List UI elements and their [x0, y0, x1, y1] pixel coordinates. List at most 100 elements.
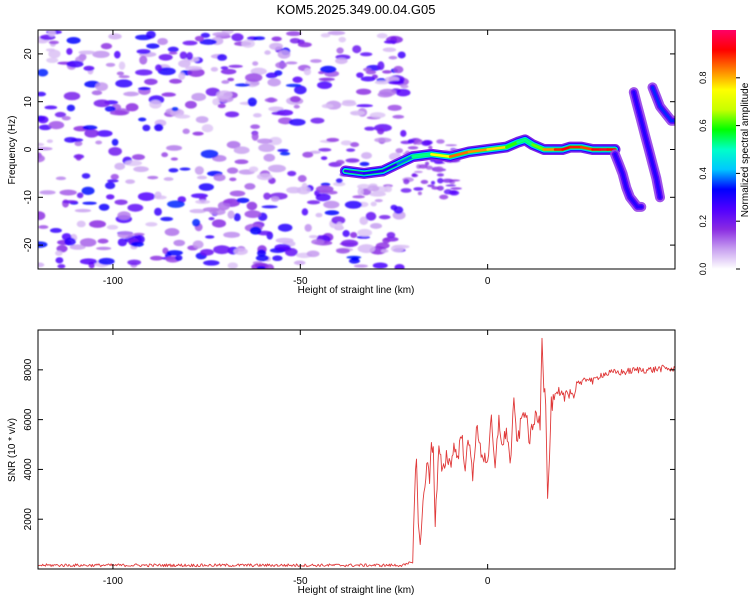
spectrogram-noise-blob [229, 177, 237, 182]
spectrogram-noise-blob [252, 61, 259, 66]
spectrogram-noise-blob [61, 116, 71, 121]
spectrogram-noise-blob [127, 203, 144, 212]
spectrogram-noise-blob [261, 205, 278, 209]
spectrogram-noise-blob [89, 220, 106, 228]
spectrogram-noise-blob [79, 258, 98, 265]
spectrogram-x-tick-label: -100 [103, 276, 123, 287]
spectrogram-noise-blob [306, 250, 320, 258]
spectrogram-noise-blob [192, 131, 204, 136]
spectrogram-noise-blob [263, 153, 276, 162]
spectrogram-ridge-segment [430, 152, 452, 158]
spectrogram-noise-blob [445, 144, 458, 147]
spectrogram-noise-blob [38, 124, 52, 131]
spectrogram-noise-blob [216, 90, 233, 100]
spectrogram-noise-blob [274, 243, 291, 251]
spectrogram-noise-blob [318, 147, 332, 152]
spectrogram-noise-blob [166, 250, 183, 256]
spectrogram-noise-blob [110, 173, 119, 180]
spectrogram-noise-blob [38, 115, 49, 124]
spectrogram-noise-blob [202, 207, 220, 212]
spectrogram-noise-blob [93, 99, 111, 108]
spectrogram-noise-blob [395, 148, 404, 154]
spectrogram-noise-blob [390, 204, 398, 211]
spectrogram-noise-blob [430, 180, 436, 185]
spectrogram-tail [613, 152, 643, 209]
spectrogram-noise-blob [173, 239, 186, 247]
spectrogram-noise-blob [268, 106, 284, 112]
spectrogram-noise-blob [285, 83, 302, 88]
spectrogram-noise-blob [223, 200, 234, 204]
spectrogram-noise-blob [217, 103, 226, 109]
spectrogram-noise-blob [91, 90, 103, 96]
spectrogram-noise-blob [306, 200, 321, 205]
spectrogram-noise-blob [297, 175, 307, 183]
spectrogram-noise-blob [75, 154, 82, 161]
spectrogram-noise-blob [335, 221, 343, 230]
colorbar-tick-label: 0.4 [698, 167, 708, 180]
spectrogram-noise-blob [380, 249, 389, 253]
spectrogram-noise-blob [253, 113, 262, 118]
spectrogram-noise-blob [217, 201, 231, 211]
spectrogram-y-tick-label: 10 [23, 96, 34, 108]
snr-y-axis-label: SNR (10 * v/v) [7, 418, 18, 482]
spectrogram-y-ticks: -20 -10 0 10 20 [23, 48, 675, 252]
spectrogram-noise-blob [38, 225, 49, 229]
spectrogram-noise-blob [367, 185, 380, 192]
spectrogram-noise-blob [378, 88, 397, 97]
spectrogram-ridge-segment [516, 138, 527, 144]
spectrogram-noise-blob [109, 110, 128, 116]
spectrogram-noise-blob [393, 65, 404, 74]
spectrogram-noise-blob [248, 166, 259, 173]
spectrogram-noise-blob [287, 170, 297, 177]
spectrogram-noise-blob [55, 257, 64, 264]
spectrogram-noise-blob [168, 51, 178, 55]
spectrogram-noise-blob [285, 61, 298, 65]
snr-y-tick-label: 4000 [23, 458, 34, 481]
spectrogram-noise-blob [227, 77, 235, 82]
spectrogram-noise-blob [226, 167, 239, 174]
snr-y-tick-label: 2000 [23, 508, 34, 531]
spectrogram-noise-blob [118, 61, 126, 70]
spectrogram-noise-blob [414, 138, 423, 145]
spectrogram-noise-blob [297, 42, 312, 48]
spectrogram-noise-blob [182, 40, 198, 46]
spectrogram-noise-blob [315, 193, 331, 202]
spectrogram-noise-blob [186, 52, 193, 61]
spectrogram-noise-blob [255, 254, 269, 262]
spectrogram-noise-blob [227, 262, 238, 269]
spectrogram-noise-blob [392, 114, 405, 119]
spectrogram-noise-blob [45, 48, 56, 52]
spectrogram-noise-blob [382, 70, 393, 74]
spectrogram-noise-blob [321, 103, 334, 109]
spectrogram-noise-blob [417, 191, 422, 196]
spectrogram-noise-blob [428, 145, 433, 150]
spectrogram-noise-blob [139, 55, 148, 65]
spectrogram-noise-blob [115, 79, 133, 88]
spectrogram-noise-blob [277, 49, 291, 59]
spectrogram-noise-blob [96, 246, 112, 251]
spectrogram-y-tick-label: 0 [23, 146, 34, 152]
spectrogram-noise-blob [320, 65, 337, 74]
spectrogram-noise-blob [196, 175, 208, 180]
spectrogram-noise-blob [245, 73, 263, 83]
spectrogram-noise-blob [431, 186, 440, 190]
spectrogram-noise-blob [353, 264, 368, 268]
spectrogram-noise-blob [338, 36, 347, 43]
spectrogram-noise-blob [320, 33, 331, 38]
spectrogram-noise-blob [137, 192, 156, 201]
spectrogram-noise-blob [111, 138, 119, 146]
spectrogram-noise-blob [376, 33, 388, 39]
spectrogram-noise-blob [228, 64, 243, 68]
spectrogram-noise-blob [418, 164, 428, 169]
spectrogram-noise-blob [149, 99, 162, 109]
spectrogram-noise-blob [114, 162, 126, 171]
spectrogram-noise-blob [263, 192, 271, 200]
spectrogram-noise-blob [377, 127, 385, 135]
spectrogram-noise-blob [407, 139, 414, 144]
spectrogram-noise-blob [178, 72, 186, 80]
spectrogram-noise-blob [384, 185, 392, 193]
spectrogram-noise-blob [310, 59, 322, 63]
spectrogram-noise-blob [161, 92, 176, 97]
spectrogram-noise-blob [46, 139, 53, 144]
spectrogram-noise-blob [350, 232, 358, 238]
